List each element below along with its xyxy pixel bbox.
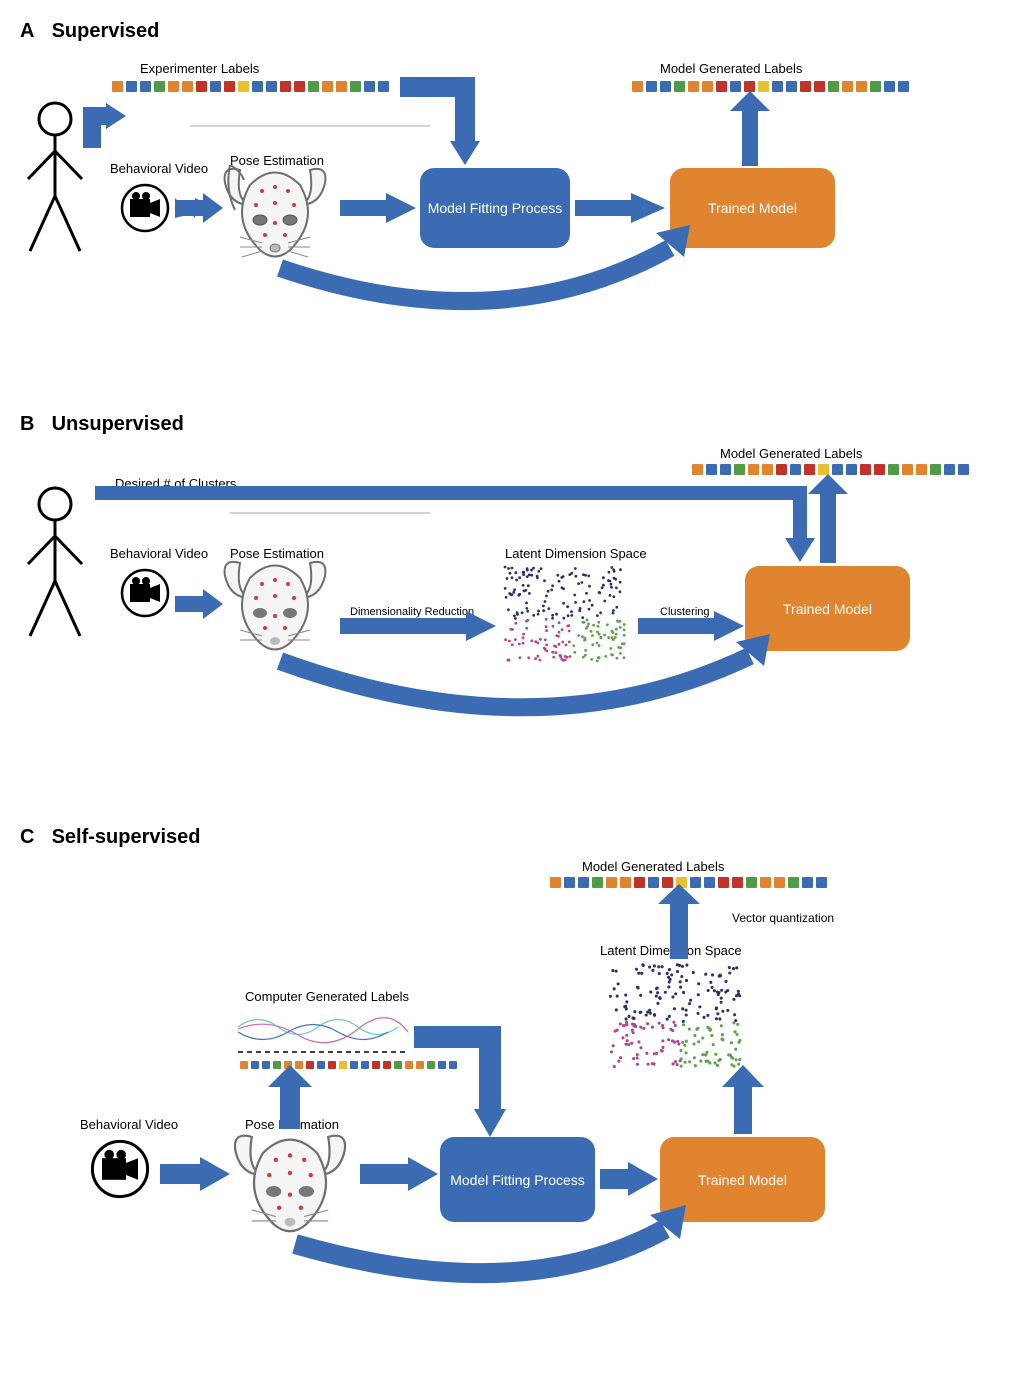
divider-line	[230, 512, 430, 514]
experimenter-labels-label: Experimenter Labels	[140, 61, 259, 76]
dim-reduction-label: Dimensionality Reduction	[350, 606, 474, 618]
mouse-head-icon	[230, 1131, 350, 1241]
panel-title: A Supervised	[20, 20, 1003, 43]
waveform-icon	[238, 1007, 408, 1057]
experimenter-label-squares	[112, 81, 389, 92]
computer-generated-squares	[240, 1061, 457, 1069]
arrows-c	[20, 859, 1000, 1299]
trained-model-box: Trained Model	[660, 1137, 825, 1222]
panel-a-canvas: Experimenter Labels Behavioral Video Pos…	[20, 53, 1000, 353]
model-fitting-box: Model Fitting Process	[440, 1137, 595, 1222]
model-generated-squares	[692, 464, 969, 475]
model-generated-label: Model Generated Labels	[582, 859, 724, 874]
model-generated-squares	[632, 81, 909, 92]
behavioral-video-label: Behavioral Video	[80, 1117, 178, 1132]
panel-c-canvas: Model Generated Labels Vector quantizati…	[20, 859, 1000, 1299]
panel-letter: C	[20, 826, 46, 849]
stick-figure-icon	[20, 486, 90, 646]
trained-model-box: Trained Model	[745, 566, 910, 651]
latent-space-label: Latent Dimension Space	[505, 546, 647, 561]
stick-figure-icon	[20, 101, 90, 261]
latent-space-label: Latent Dimension Space	[600, 943, 742, 958]
camera-icon	[120, 568, 170, 618]
clustering-label: Clustering	[660, 606, 710, 618]
desired-clusters-label: Desired # of Clusters	[115, 476, 236, 491]
model-generated-label: Model Generated Labels	[660, 61, 802, 76]
panel-title: B Unsupervised	[20, 413, 1003, 436]
panel-letter: B	[20, 413, 46, 436]
panel-name: Supervised	[52, 20, 160, 42]
panel-supervised: A Supervised Experimenter Labels Behavio…	[20, 20, 1003, 353]
behavioral-video-label: Behavioral Video	[110, 161, 208, 176]
panel-unsupervised: B Unsupervised Desired # of Clusters Beh…	[20, 413, 1003, 766]
camera-icon	[90, 1139, 150, 1199]
model-generated-squares	[550, 877, 827, 888]
mouse-head-icon	[220, 165, 330, 265]
latent-scatter-icon	[500, 564, 630, 664]
computer-generated-label: Computer Generated Labels	[245, 989, 409, 1004]
model-generated-label: Model Generated Labels	[720, 446, 862, 461]
behavioral-video-label: Behavioral Video	[110, 546, 208, 561]
vector-quant-label: Vector quantization	[732, 911, 834, 925]
trained-model-box: Trained Model	[670, 168, 835, 248]
panel-b-canvas: Desired # of Clusters Behavioral Video P…	[20, 446, 1000, 766]
panel-self-supervised: C Self-supervised Model Generated Labels…	[20, 826, 1003, 1299]
camera-icon	[120, 183, 170, 233]
latent-scatter-icon	[600, 961, 750, 1071]
model-fitting-box: Model Fitting Process	[420, 168, 570, 248]
pose-estimation-label: Pose Estimation	[245, 1117, 339, 1132]
mouse-head-icon	[220, 558, 330, 658]
panel-name: Unsupervised	[52, 413, 184, 435]
panel-letter: A	[20, 20, 46, 43]
divider-line	[190, 125, 430, 127]
panel-title: C Self-supervised	[20, 826, 1003, 849]
panel-name: Self-supervised	[52, 826, 201, 848]
